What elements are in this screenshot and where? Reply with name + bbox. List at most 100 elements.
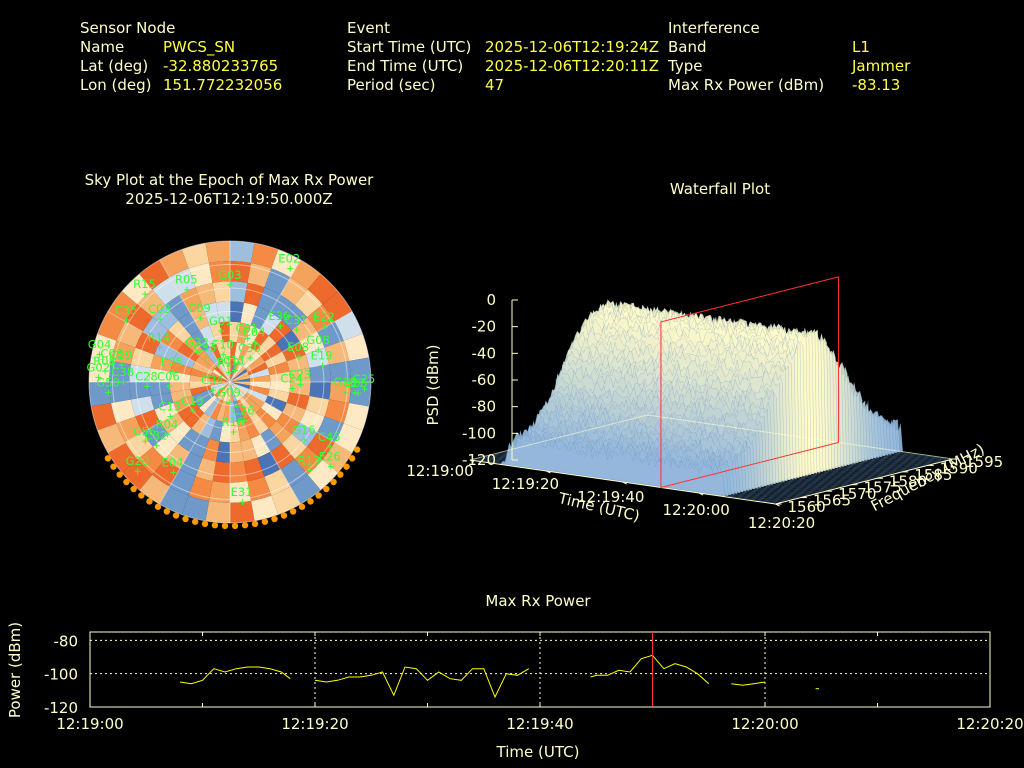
event-start-label: Start Time (UTC) bbox=[347, 38, 472, 56]
sky-cell bbox=[212, 281, 230, 303]
sky-cell bbox=[181, 243, 210, 269]
waterfall-labels: 0 -20 -40 -60 -80 -100 -120 PSD (dBm) 12:19:00 12… bbox=[406, 291, 1003, 532]
psd-tick-label: -120 bbox=[462, 451, 496, 469]
power-x-tick-label: 12:19:00 bbox=[56, 715, 123, 733]
sat-marker bbox=[134, 468, 141, 475]
sky-cell bbox=[137, 289, 166, 318]
obstruction-marker bbox=[289, 508, 297, 515]
power-y-axis-label: Power (dBm) bbox=[6, 622, 24, 718]
sky-cell bbox=[230, 261, 251, 283]
sky-cell bbox=[223, 341, 230, 363]
sat-marker bbox=[166, 383, 173, 390]
obstruction-marker bbox=[123, 478, 130, 486]
sky-cell bbox=[160, 330, 184, 352]
sky-cell bbox=[255, 407, 277, 429]
obstruction-marker bbox=[261, 518, 269, 525]
sat-marker bbox=[319, 362, 326, 369]
sky-cell bbox=[190, 385, 212, 396]
interference-type-label: Type bbox=[668, 57, 703, 75]
sky-cell bbox=[192, 361, 213, 376]
sky-cell bbox=[270, 294, 295, 321]
sat-marker bbox=[232, 367, 239, 374]
sky-cell bbox=[322, 291, 353, 322]
sky-cell bbox=[236, 344, 251, 365]
sky-cell bbox=[257, 287, 281, 313]
sat-label: C23 bbox=[288, 367, 311, 381]
sat-label: C56 bbox=[133, 424, 156, 438]
sky-cell bbox=[230, 441, 244, 463]
sky-cell bbox=[181, 495, 210, 521]
sat-label: C13 bbox=[158, 399, 181, 413]
power-series bbox=[179, 632, 819, 707]
sky-cell bbox=[149, 382, 171, 396]
obstruction-marker bbox=[231, 522, 239, 530]
sky-cell bbox=[230, 371, 249, 382]
sky-cell bbox=[243, 325, 261, 348]
sat-label: G02 bbox=[86, 360, 110, 374]
event-period-label: Period (sec) bbox=[347, 76, 436, 94]
sky-cell bbox=[267, 388, 290, 403]
sky-cell bbox=[149, 368, 171, 382]
sky-cell bbox=[137, 446, 166, 475]
sat-label: E26 bbox=[319, 450, 341, 464]
sky-cell bbox=[240, 438, 258, 462]
sky-cell bbox=[178, 312, 200, 336]
sky-cell bbox=[230, 382, 234, 403]
power-y-tick-label: -100 bbox=[44, 666, 78, 684]
sky-cell bbox=[230, 382, 237, 402]
sky-cell bbox=[214, 366, 230, 382]
sat-marker bbox=[183, 286, 190, 293]
sky-azimuth-spoke bbox=[229, 381, 353, 453]
sky-cell bbox=[139, 474, 170, 505]
obstruction-marker bbox=[138, 492, 145, 499]
sat-marker bbox=[247, 354, 254, 361]
sky-elevation-ring bbox=[182, 334, 278, 430]
obstruction-marker bbox=[154, 503, 162, 510]
sky-cell bbox=[173, 351, 196, 369]
power-line-segment bbox=[590, 654, 710, 685]
sat-marker bbox=[202, 354, 209, 361]
obstruction-marker bbox=[110, 463, 117, 470]
psd-tick-label: -20 bbox=[472, 318, 497, 336]
sky-cell bbox=[135, 409, 161, 433]
obstruction-marker bbox=[330, 478, 337, 486]
sat-label: C01 bbox=[236, 321, 259, 335]
freq-tick-label: 1590 bbox=[940, 459, 978, 477]
freq-tick-label: 1565 bbox=[813, 492, 851, 510]
sky-cell bbox=[204, 397, 220, 417]
sat-label: C31 bbox=[285, 313, 308, 327]
sky-cell bbox=[247, 262, 272, 288]
sat-marker bbox=[105, 389, 112, 396]
sky-azimuth-spoke bbox=[229, 311, 353, 383]
sat-marker bbox=[277, 323, 284, 330]
freq-tick-label: 1560 bbox=[788, 498, 826, 516]
sat-label: G08 bbox=[306, 333, 330, 347]
sky-cell bbox=[170, 388, 193, 403]
sky-cell bbox=[223, 362, 230, 382]
sat-label: E31 bbox=[231, 485, 253, 499]
sky-cell bbox=[189, 375, 211, 382]
sky-cell bbox=[226, 382, 230, 403]
sky-cell bbox=[188, 262, 213, 288]
sky-cell bbox=[250, 243, 279, 269]
sky-cell bbox=[317, 416, 344, 443]
sky-cell bbox=[260, 343, 283, 362]
sky-cell bbox=[245, 392, 265, 408]
sky-cell bbox=[309, 364, 331, 382]
sky-elevation-ring bbox=[88, 240, 372, 524]
waterfall-back-axes bbox=[469, 414, 954, 461]
obstruction-marker bbox=[343, 463, 350, 470]
sky-cell bbox=[209, 399, 224, 420]
sensor-lat-label: Lat (deg) bbox=[80, 57, 149, 75]
max-rx-power-title: Max Rx Power bbox=[485, 592, 591, 610]
sky-cell bbox=[97, 423, 126, 453]
sky-cell bbox=[264, 469, 291, 496]
sat-marker bbox=[354, 390, 361, 397]
obstruction-marker bbox=[307, 498, 314, 505]
sky-cell bbox=[343, 402, 369, 431]
sky-cell bbox=[139, 259, 170, 290]
sky-cell bbox=[233, 400, 244, 422]
power-x-tick-label: 12:20:20 bbox=[956, 715, 1023, 733]
time-tick-label: 12:19:20 bbox=[492, 475, 559, 493]
sky-cell bbox=[267, 361, 290, 376]
